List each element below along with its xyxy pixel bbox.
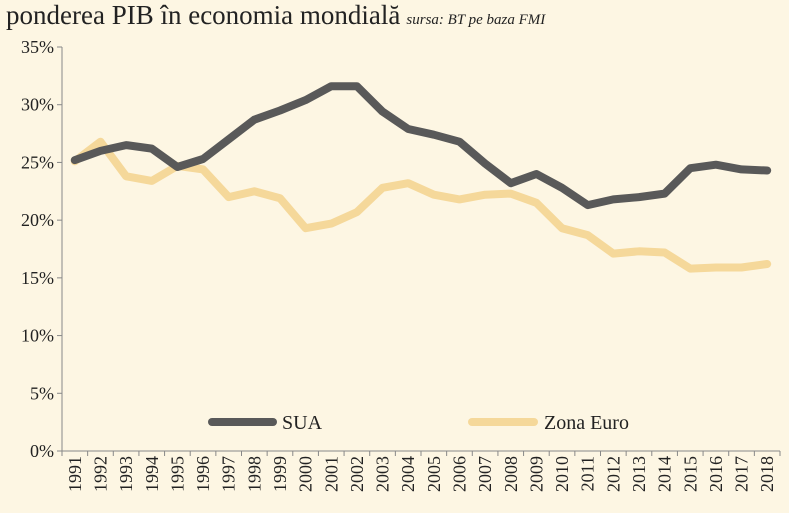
y-tick-label: 20% bbox=[21, 210, 54, 230]
x-tick-label: 2009 bbox=[526, 456, 546, 492]
source-note: sursa: BT pe baza FMI bbox=[406, 12, 546, 28]
x-axis-ticks: 1991 1992 1993 1994 1995 1996 1997 1998 1999 2000… bbox=[61, 451, 781, 492]
title-text: ponderea PIB în economia mondială bbox=[6, 0, 401, 30]
y-tick-label: 0% bbox=[30, 441, 54, 461]
x-tick-label: 2001 bbox=[321, 456, 341, 492]
x-tick-label: 2014 bbox=[655, 456, 675, 492]
x-tick-label: 1994 bbox=[142, 456, 162, 492]
x-tick-label: 1995 bbox=[167, 456, 187, 492]
x-tick-label: 1999 bbox=[270, 456, 290, 492]
x-tick-label: 2007 bbox=[475, 456, 495, 492]
x-tick-label: 2008 bbox=[501, 456, 521, 492]
legend: SUA Zona Euro bbox=[208, 412, 629, 434]
x-tick-label: 2005 bbox=[424, 456, 444, 492]
legend-label-zona-euro: Zona Euro bbox=[544, 412, 629, 434]
chart-title: ponderea PIB în economia mondială sursa: … bbox=[6, 0, 545, 31]
y-tick-label: 25% bbox=[21, 152, 54, 172]
x-tick-label: 2011 bbox=[578, 456, 598, 491]
x-tick-label: 2002 bbox=[347, 456, 367, 492]
x-tick-label: 2000 bbox=[296, 456, 316, 492]
y-tick-label: 10% bbox=[21, 326, 54, 346]
x-tick-label: 1993 bbox=[116, 456, 136, 492]
x-tick-label: 2013 bbox=[629, 456, 649, 492]
x-tick-label: 2003 bbox=[373, 456, 393, 492]
x-tick-label: 2010 bbox=[552, 456, 572, 492]
y-axis-ticks: 0% 5% 10% 15% 20% 25% 30% 35% bbox=[21, 37, 62, 461]
axes bbox=[61, 47, 780, 452]
x-tick-label: 1992 bbox=[90, 456, 110, 492]
series-line-sua bbox=[70, 82, 772, 210]
x-tick-label: 2016 bbox=[706, 456, 726, 492]
series-line-zona-euro bbox=[70, 137, 772, 273]
y-tick-label: 30% bbox=[21, 95, 54, 115]
x-tick-label: 2018 bbox=[757, 456, 777, 492]
x-tick-label: 2015 bbox=[680, 456, 700, 492]
y-tick-label: 35% bbox=[21, 37, 54, 57]
x-tick-label: 2004 bbox=[398, 456, 418, 492]
y-tick-label: 5% bbox=[30, 383, 54, 403]
x-tick-label: 2006 bbox=[449, 456, 469, 492]
x-tick-label: 1996 bbox=[193, 456, 213, 492]
y-tick-label: 15% bbox=[21, 268, 54, 288]
legend-label-sua: SUA bbox=[282, 412, 323, 434]
x-tick-label: 1997 bbox=[219, 456, 239, 492]
x-tick-label: 2017 bbox=[732, 456, 752, 492]
series-lines bbox=[70, 82, 772, 273]
x-tick-label: 1998 bbox=[244, 456, 264, 492]
x-tick-label: 1991 bbox=[65, 456, 85, 492]
x-tick-label: 2012 bbox=[603, 456, 623, 492]
